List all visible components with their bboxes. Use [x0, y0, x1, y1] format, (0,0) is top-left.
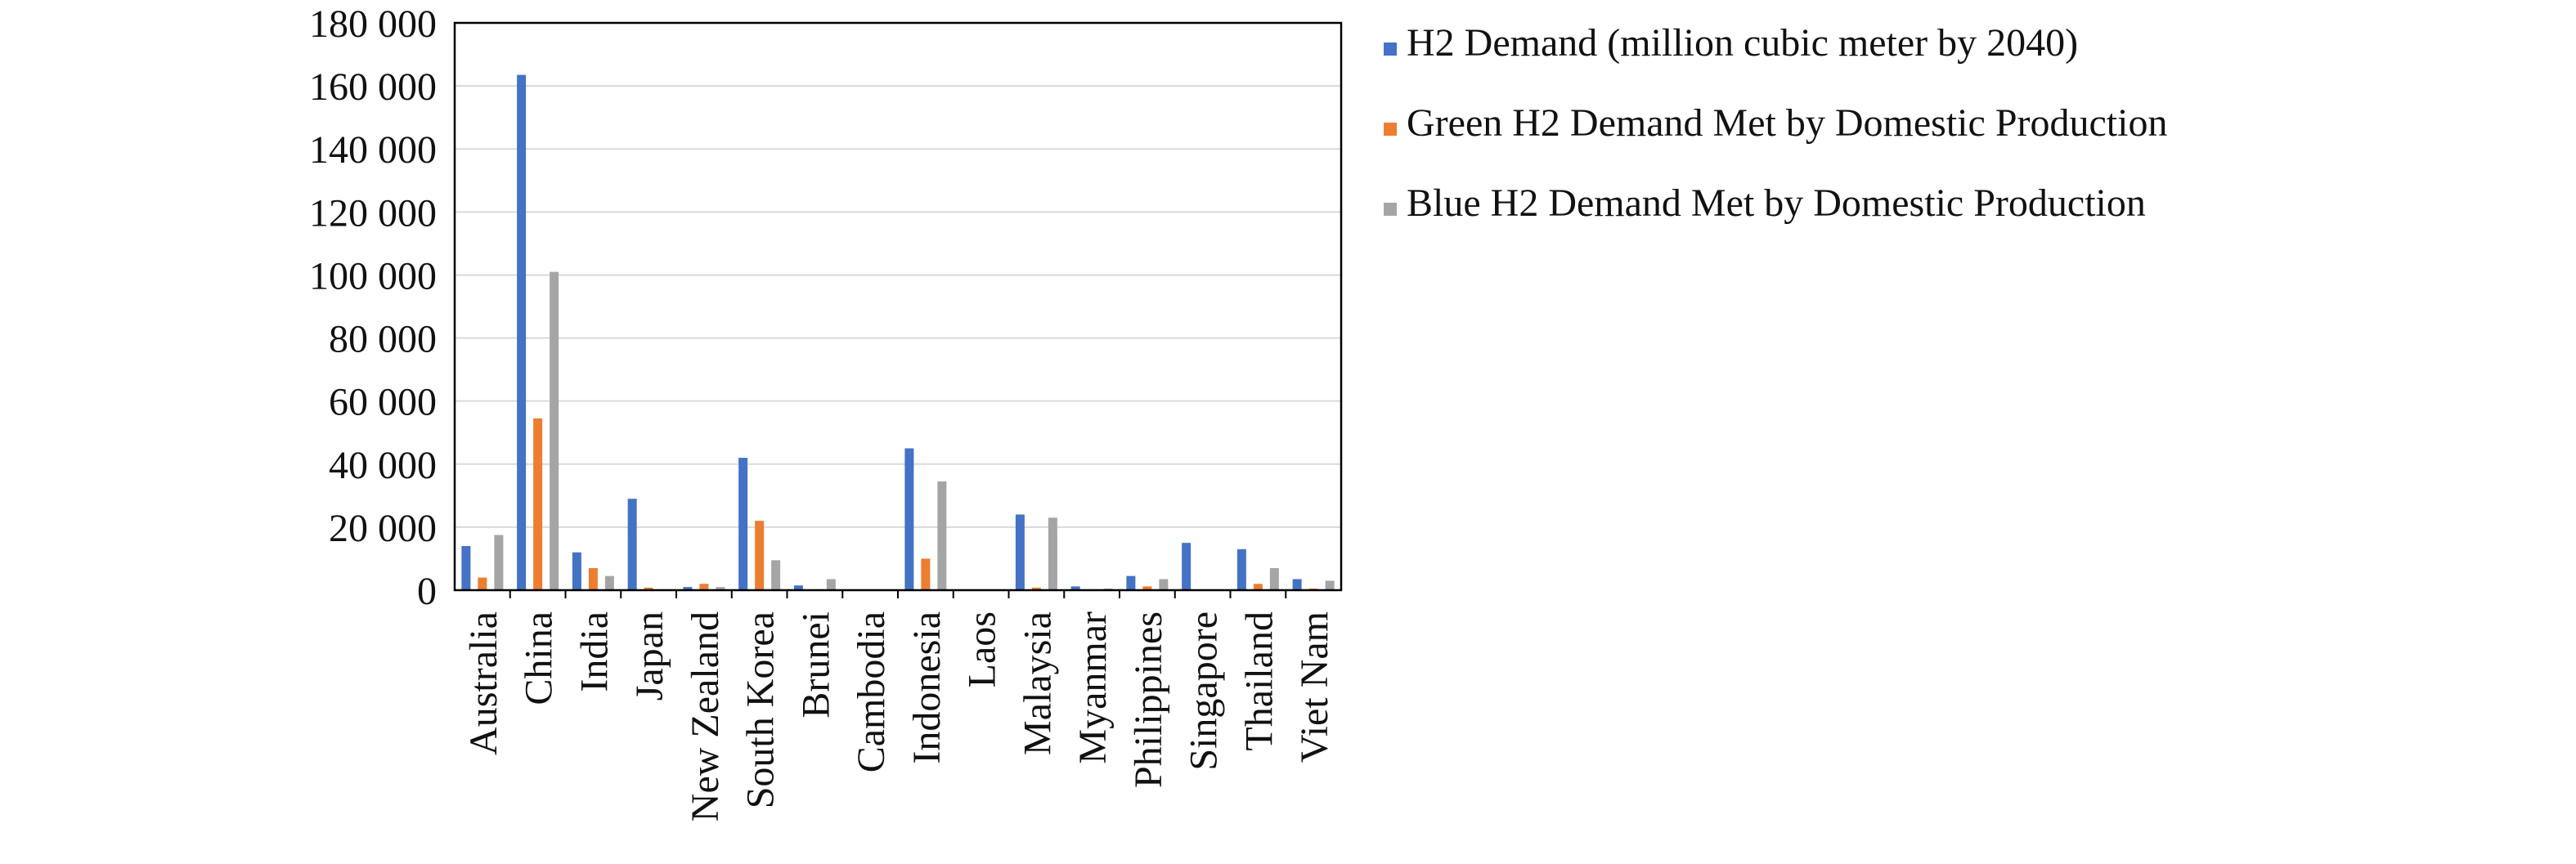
bar-brunei-series-3: [826, 579, 836, 590]
bar-malaysia-series-3: [1048, 517, 1057, 590]
x-tick-label: Cambodia: [850, 611, 893, 772]
y-tick-label: 160 000: [309, 65, 437, 109]
y-tick-label: 20 000: [329, 507, 437, 550]
x-tick-label: Laos: [961, 611, 1004, 687]
bar-australia-series-2: [478, 577, 487, 590]
y-tick-label: 140 000: [309, 128, 437, 172]
bar-china-series-2: [533, 418, 543, 590]
bar-viet-nam-series-3: [1325, 580, 1335, 590]
gridlines: [455, 22, 1341, 528]
y-tick-label: 100 000: [309, 254, 437, 298]
bar-india-series-3: [604, 575, 614, 590]
bar-japan-series-1: [627, 499, 637, 590]
bar-india-series-1: [572, 552, 581, 590]
x-tick-label: South Korea: [739, 611, 783, 808]
bar-thailand-series-3: [1269, 568, 1279, 590]
bar-indonesia-series-1: [904, 448, 914, 590]
x-tick-label: Brunei: [794, 611, 837, 719]
legend-swatch: [1384, 123, 1397, 136]
bar-south-korea-series-1: [738, 458, 748, 590]
legend-label: Green H2 Demand Met by Domestic Producti…: [1407, 101, 2167, 145]
axes: [453, 21, 1343, 598]
x-tick-label: Indonesia: [905, 611, 949, 764]
bar-south-korea-series-2: [755, 521, 765, 590]
x-tick-label: Australia: [462, 611, 505, 755]
bar-south-korea-series-3: [771, 560, 781, 590]
bar-japan-series-2: [644, 587, 653, 590]
legend-swatch: [1384, 43, 1397, 56]
y-tick-label: 180 000: [309, 2, 437, 46]
x-tick-label: Thailand: [1237, 611, 1281, 751]
legend: H2 Demand (million cubic meter by 2040) G…: [1384, 21, 2167, 225]
bar-philippines-series-3: [1159, 579, 1169, 590]
x-tick-labels: Australia China India Japan New Zealand South…: [462, 611, 1336, 821]
bar-malaysia-series-2: [1031, 587, 1041, 590]
bar-malaysia-series-1: [1015, 514, 1025, 590]
plot-frame: [453, 21, 1343, 592]
y-tick-label: 120 000: [309, 191, 437, 235]
bar-philippines-series-1: [1126, 575, 1136, 590]
y-tick-label: 80 000: [329, 318, 437, 361]
bar-new-zealand-series-3: [716, 587, 725, 590]
bar-new-zealand-series-1: [683, 587, 693, 590]
x-tick-label: Viet Nam: [1293, 611, 1336, 763]
x-tick-label: Japan: [628, 611, 671, 701]
bar-viet-nam-series-1: [1292, 579, 1302, 590]
x-tick-label: Myanmar: [1071, 611, 1115, 764]
legend-label: H2 Demand (million cubic meter by 2040): [1407, 21, 2078, 65]
bar-india-series-2: [588, 568, 598, 590]
bar-indonesia-series-2: [921, 558, 931, 590]
bar-australia-series-3: [494, 535, 504, 590]
bar-thailand-series-1: [1236, 548, 1246, 590]
bar-australia-series-1: [461, 546, 471, 590]
bar-new-zealand-series-2: [699, 584, 709, 590]
x-tick-label: New Zealand: [684, 611, 727, 821]
x-tick-label: Malaysia: [1016, 611, 1059, 755]
x-tick-label: Philippines: [1127, 611, 1170, 788]
bar-myanmar-series-1: [1070, 586, 1080, 590]
legend-label: Blue H2 Demand Met by Domestic Productio…: [1407, 181, 2146, 225]
bar-thailand-series-2: [1253, 584, 1263, 590]
x-tick-label: India: [572, 611, 616, 692]
bar-china-series-1: [517, 74, 527, 590]
legend-swatch: [1384, 203, 1397, 216]
bar-brunei-series-1: [793, 585, 803, 590]
y-tick-labels: 0 20 000 40 000 60 000 80 000 100 000 120 000 1…: [309, 2, 437, 613]
x-tick-label: Singapore: [1183, 611, 1226, 771]
y-tick-label: 60 000: [329, 381, 437, 424]
bar-china-series-3: [550, 271, 559, 590]
bars: [461, 74, 1335, 590]
bar-singapore-series-1: [1182, 543, 1192, 590]
bar-indonesia-series-3: [937, 481, 947, 590]
bar-philippines-series-2: [1142, 586, 1152, 590]
y-tick-label: 40 000: [329, 444, 437, 487]
y-tick-label: 0: [417, 570, 437, 613]
x-tick-label: China: [518, 611, 561, 705]
